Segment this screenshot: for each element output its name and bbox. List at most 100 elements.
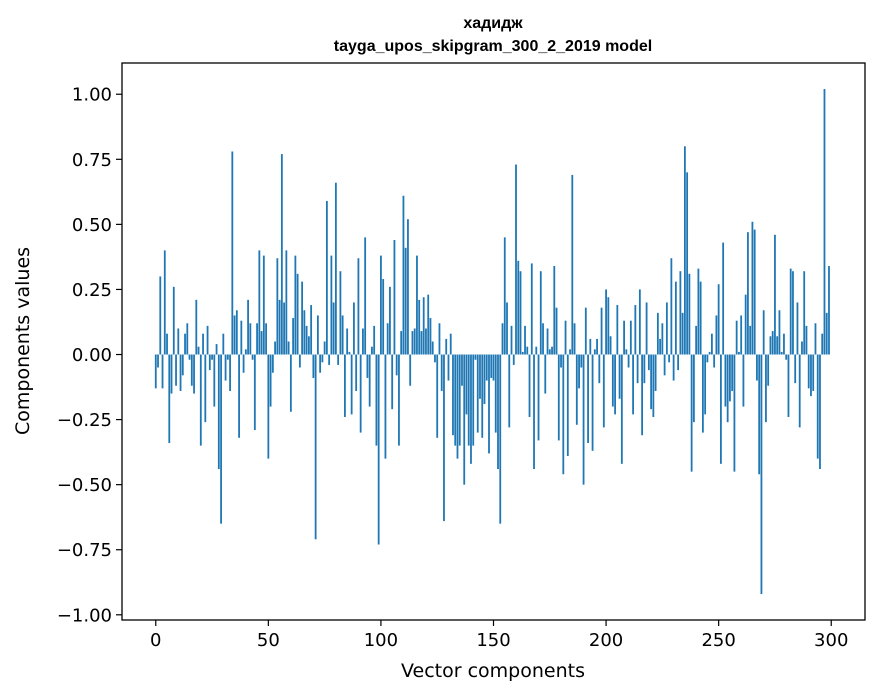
bar-186 <box>573 323 576 355</box>
bar-96 <box>371 346 373 355</box>
bar-36 <box>235 310 238 355</box>
bar-187 <box>575 354 578 425</box>
bar-10 <box>177 328 180 355</box>
bar-87 <box>350 354 353 415</box>
bar-118 <box>420 331 423 355</box>
y-axis: 1.00 0.75 0.50 0.25 0.00 −0.25 −0.50 −0.75 −1.00 <box>57 85 122 626</box>
bar-195 <box>593 349 596 355</box>
bar-272 <box>767 354 770 386</box>
y-tick-label: −0.75 <box>57 540 112 561</box>
bar-67 <box>305 325 308 355</box>
bar-48 <box>262 255 265 355</box>
bar-8 <box>172 286 175 355</box>
bar-175 <box>548 349 551 355</box>
bar-237 <box>688 273 691 355</box>
bar-6 <box>168 354 171 444</box>
bar-162 <box>519 271 522 355</box>
y-axis-label: Components values <box>12 247 34 435</box>
x-tick-label: 300 <box>814 630 848 651</box>
bar-54 <box>276 258 279 355</box>
bar-252 <box>722 242 725 355</box>
bar-66 <box>303 310 306 355</box>
bar-160 <box>515 164 517 355</box>
bar-45 <box>256 323 258 355</box>
bar-13 <box>184 333 186 355</box>
bar-38 <box>240 320 243 355</box>
bar-11 <box>179 354 182 391</box>
bar-228 <box>668 354 671 363</box>
bar-101 <box>382 279 385 355</box>
bar-221 <box>652 354 655 417</box>
bar-104 <box>389 286 391 355</box>
y-tick-label: 0.00 <box>72 345 112 366</box>
bar-297 <box>823 89 826 355</box>
bar-148 <box>488 354 490 454</box>
bar-188 <box>578 354 580 389</box>
bar-255 <box>729 354 731 402</box>
bar-39 <box>242 354 245 373</box>
bar-246 <box>708 351 711 355</box>
x-tick-label: 200 <box>589 630 623 651</box>
bar-122 <box>429 318 432 355</box>
x-tick-label: 150 <box>476 630 510 651</box>
bar-233 <box>679 271 682 355</box>
bar-81 <box>337 354 340 365</box>
bar-82 <box>339 271 342 355</box>
bar-99 <box>377 354 380 545</box>
bar-115 <box>413 328 416 355</box>
bar-95 <box>368 354 371 407</box>
bar-219 <box>647 354 650 371</box>
bar-230 <box>672 354 675 381</box>
bar-172 <box>542 323 544 355</box>
y-tick-label: −0.50 <box>57 475 112 496</box>
bar-119 <box>422 297 425 355</box>
bar-294 <box>816 354 819 459</box>
bar-18 <box>195 299 198 355</box>
bar-62 <box>294 255 297 355</box>
bar-295 <box>819 354 821 470</box>
chart-title-line1: хадидж <box>463 15 523 32</box>
y-tick-label: 0.50 <box>72 215 112 236</box>
bar-106 <box>393 239 396 355</box>
bar-46 <box>258 250 261 355</box>
bar-269 <box>760 354 763 594</box>
bar-93 <box>364 237 367 355</box>
bar-177 <box>553 266 556 355</box>
bar-31 <box>224 354 227 381</box>
x-tick-label: 250 <box>701 630 735 651</box>
bar-173 <box>544 354 547 394</box>
bar-74 <box>321 354 324 363</box>
bar-60 <box>289 354 292 412</box>
bar-198 <box>600 307 603 355</box>
bar-80 <box>334 182 337 355</box>
bar-76 <box>325 200 328 355</box>
bar-75 <box>323 341 326 355</box>
bar-37 <box>238 354 240 438</box>
bar-183 <box>566 354 569 457</box>
bar-292 <box>812 354 815 391</box>
bar-214 <box>636 354 639 384</box>
bar-116 <box>416 255 418 355</box>
bar-192 <box>587 354 589 444</box>
bar-296 <box>821 333 824 355</box>
bar-28 <box>217 354 220 470</box>
bar-159 <box>512 354 515 365</box>
bar-129 <box>445 338 448 355</box>
y-tick-label: −1.00 <box>57 605 112 626</box>
bar-203 <box>611 354 614 407</box>
bar-231 <box>674 281 677 355</box>
bar-27 <box>215 344 218 355</box>
bar-55 <box>278 299 281 355</box>
bar-56 <box>280 154 283 355</box>
bar-176 <box>551 346 553 355</box>
bar-209 <box>625 349 628 355</box>
bar-213 <box>634 305 637 355</box>
bar-142 <box>474 354 477 360</box>
bar-138 <box>465 354 468 415</box>
bar-291 <box>810 354 812 397</box>
bar-234 <box>681 312 684 355</box>
bar-261 <box>742 354 745 407</box>
bar-189 <box>580 354 583 368</box>
bar-250 <box>717 284 720 355</box>
bar-182 <box>564 320 567 355</box>
